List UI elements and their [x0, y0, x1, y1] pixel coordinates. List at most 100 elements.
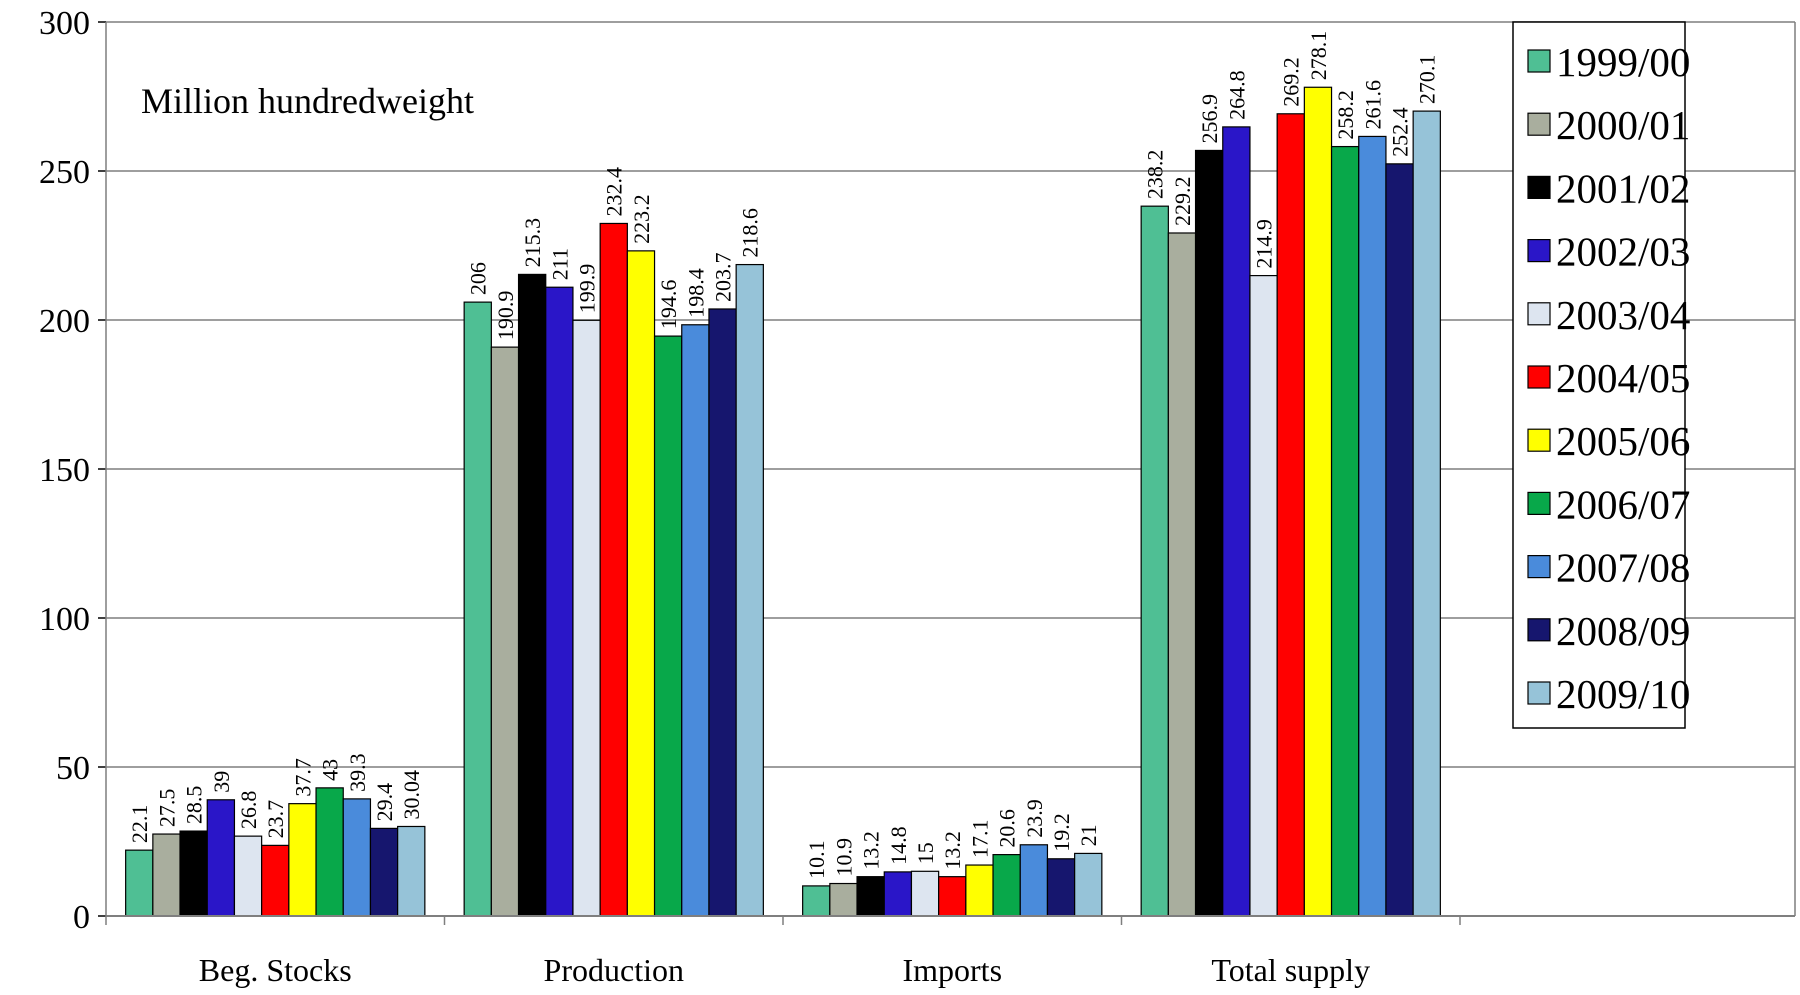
bar-2005-06-1 — [626, 250, 656, 917]
data-label-2009-10-1: 218.6 — [738, 208, 763, 258]
data-label-2005-06-3: 278.1 — [1306, 31, 1331, 81]
category-label-2: Imports — [902, 952, 1002, 988]
bar-2006-07-2 — [992, 854, 1021, 917]
data-label-2002-03-2: 14.8 — [886, 826, 911, 865]
legend-swatch-2006-07 — [1527, 491, 1551, 515]
legend-swatch-2000-01 — [1527, 112, 1551, 136]
bar-2000-01-0 — [152, 833, 181, 917]
bar-2006-07-3 — [1330, 145, 1360, 917]
data-label-2009-10-2: 21 — [1076, 824, 1101, 846]
legend-swatch-2001-02 — [1527, 175, 1551, 199]
legend-swatch-2007-08 — [1527, 554, 1551, 579]
data-label-2000-01-3: 229.2 — [1170, 176, 1195, 226]
bar-2007-08-1 — [681, 324, 710, 917]
data-label-2005-06-2: 17.1 — [967, 820, 992, 858]
bar-2006-07-0 — [315, 787, 344, 917]
category-label-3: Total supply — [1211, 952, 1370, 988]
data-label-2006-07-2: 20.6 — [995, 809, 1020, 848]
data-label-2007-08-0: 39.3 — [345, 753, 370, 792]
legend-label-2000-01: 2000/01 — [1556, 102, 1690, 148]
bar-2004-05-0 — [261, 844, 290, 917]
data-label-2005-06-1: 223.2 — [629, 194, 654, 244]
data-label-2003-04-0: 26.8 — [236, 791, 261, 830]
data-label-2000-01-1: 190.9 — [493, 291, 518, 341]
legend-label-2009-10: 2009/10 — [1556, 671, 1690, 717]
bar-2007-08-0 — [342, 798, 372, 917]
y-tick-label-4: 200 — [39, 303, 90, 340]
legend-label-2007-08: 2007/08 — [1556, 545, 1690, 591]
legend-swatch-2003-04 — [1527, 302, 1551, 326]
bar-2001-02-0 — [179, 830, 208, 917]
bar-1999-00-0 — [125, 849, 154, 917]
bar-2009-10-2 — [1074, 852, 1103, 917]
category-label-0: Beg. Stocks — [199, 952, 352, 988]
bar-2003-04-0 — [233, 835, 263, 917]
data-label-2001-02-2: 13.2 — [859, 831, 884, 870]
data-label-2003-04-3: 214.9 — [1252, 219, 1277, 269]
bar-2009-10-3 — [1412, 110, 1441, 917]
legend-swatch-2004-05 — [1527, 365, 1551, 389]
legend-label-2001-02: 2001/02 — [1556, 165, 1690, 211]
bar-2002-03-3 — [1222, 126, 1251, 917]
bar-2004-05-2 — [938, 876, 967, 917]
legend-swatch-2005-06 — [1527, 428, 1551, 452]
data-label-1999-00-2: 10.1 — [804, 840, 829, 879]
legend-swatch-1999-00 — [1527, 49, 1551, 73]
bar-2008-09-3 — [1385, 163, 1414, 917]
bar-2003-04-3 — [1249, 274, 1278, 917]
bar-2003-04-2 — [910, 870, 940, 917]
legend-label-2004-05: 2004/05 — [1556, 355, 1690, 401]
legend-label-2006-07: 2006/07 — [1556, 481, 1690, 527]
data-label-2005-06-0: 37.7 — [290, 758, 315, 797]
data-labels: 22.1 206 10.1 238.2 27.5 190.9 10.9 229.2 28.5 21… — [127, 31, 1440, 879]
bar-2000-01-1 — [490, 346, 520, 917]
data-label-2002-03-1: 211 — [547, 248, 572, 280]
data-label-2001-02-1: 215.3 — [520, 218, 545, 268]
data-label-2008-09-3: 252.4 — [1388, 107, 1413, 157]
data-label-2007-08-1: 198.4 — [683, 268, 708, 318]
y-tick-label-0: 0 — [73, 899, 90, 936]
data-label-2001-02-0: 28.5 — [182, 786, 207, 825]
y-tick-label-3: 150 — [39, 452, 90, 489]
grid-lines — [106, 21, 1795, 768]
bar-2001-02-2 — [856, 876, 885, 917]
bar-2002-03-2 — [883, 871, 913, 917]
legend-label-2005-06: 2005/06 — [1556, 418, 1690, 464]
legend-label-2002-03: 2002/03 — [1556, 229, 1690, 275]
data-label-2000-01-0: 27.5 — [154, 789, 179, 828]
data-label-2004-05-1: 232.4 — [602, 167, 627, 217]
y-tick-label-1: 50 — [56, 750, 90, 787]
legend-swatch-2008-09 — [1527, 618, 1551, 642]
legend-swatch-2002-03 — [1527, 239, 1551, 263]
bar-2001-02-3 — [1194, 149, 1224, 917]
unit-label: Million hundredweight — [141, 81, 474, 121]
data-label-2006-07-3: 258.2 — [1333, 90, 1358, 140]
data-label-2008-09-1: 203.7 — [711, 252, 736, 302]
bar-2005-06-2 — [965, 864, 994, 917]
data-label-2001-02-3: 256.9 — [1197, 94, 1222, 144]
bar-1999-00-3 — [1140, 205, 1169, 917]
data-label-2008-09-2: 19.2 — [1049, 813, 1074, 852]
bar-2004-05-1 — [599, 222, 628, 917]
bar-2002-03-0 — [206, 799, 236, 917]
bar-2005-06-3 — [1303, 86, 1333, 917]
bar-2005-06-0 — [288, 803, 317, 917]
data-label-2004-05-3: 269.2 — [1279, 57, 1304, 107]
y-tick-label-2: 100 — [39, 601, 90, 638]
legend-label-2008-09: 2008/09 — [1556, 608, 1690, 654]
bar-2008-09-0 — [369, 827, 399, 917]
data-label-2004-05-2: 13.2 — [940, 831, 965, 870]
bar-2002-03-1 — [545, 286, 574, 917]
data-label-2002-03-0: 39 — [209, 771, 234, 793]
data-label-1999-00-1: 206 — [466, 262, 491, 295]
data-label-2009-10-0: 30.04 — [399, 770, 424, 820]
data-label-2007-08-2: 23.9 — [1022, 799, 1047, 838]
legend: 1999/00 2000/01 2001/02 2002/03 2003/04 2004/… — [1512, 21, 1690, 729]
data-label-2008-09-0: 29.4 — [372, 783, 397, 822]
data-label-2007-08-3: 261.6 — [1360, 80, 1385, 130]
data-label-2006-07-1: 194.6 — [656, 280, 681, 330]
data-label-2009-10-3: 270.1 — [1415, 55, 1440, 105]
legend-label-2003-04: 2003/04 — [1556, 292, 1690, 338]
bar-2008-09-2 — [1046, 858, 1076, 917]
